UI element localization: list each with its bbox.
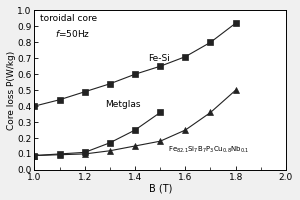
Text: Fe-Si: Fe-Si xyxy=(148,54,169,63)
Text: $f$=50Hz: $f$=50Hz xyxy=(55,28,90,39)
X-axis label: B (T): B (T) xyxy=(148,183,172,193)
Y-axis label: Core loss P(W/kg): Core loss P(W/kg) xyxy=(7,51,16,130)
Text: $\rm Fe_{82.1}Si_7B_7P_3Cu_{0.8}Nb_{0.1}$: $\rm Fe_{82.1}Si_7B_7P_3Cu_{0.8}Nb_{0.1}… xyxy=(168,145,249,155)
Text: toroidal core: toroidal core xyxy=(40,14,97,23)
Text: Metglas: Metglas xyxy=(105,100,140,109)
